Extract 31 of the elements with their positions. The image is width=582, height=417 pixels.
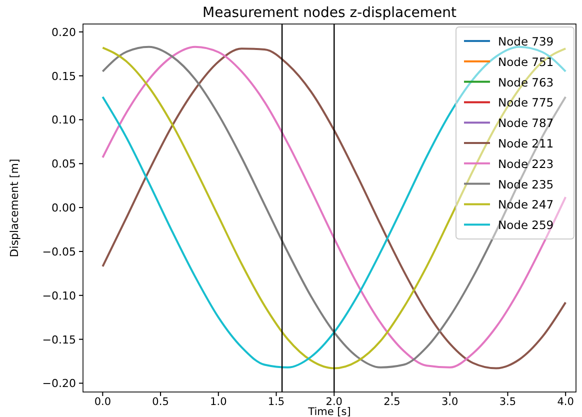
x-axis-title: Time [s] <box>307 406 351 417</box>
y-tick-label: −0.10 <box>42 289 76 302</box>
legend-label: Node 211 <box>498 136 554 150</box>
x-tick-label: 3.5 <box>499 396 516 408</box>
x-tick-label: 2.5 <box>384 396 400 408</box>
y-tick-label: 0.05 <box>52 158 76 171</box>
y-tick-label: 0.20 <box>52 26 76 39</box>
y-tick-label: 0.15 <box>52 70 76 83</box>
x-tick-label: 1.0 <box>210 396 227 408</box>
legend-label: Node 763 <box>498 75 554 90</box>
y-tick-label: −0.15 <box>42 333 76 346</box>
legend-label: Node 751 <box>498 54 554 69</box>
y-axis-title: Displacement [m] <box>8 158 21 258</box>
y-tick-label: 0.00 <box>52 202 76 215</box>
legend-label: Node 247 <box>498 198 554 212</box>
legend-label: Node 259 <box>498 218 554 232</box>
legend-label: Node 775 <box>498 96 554 110</box>
x-tick-label: 1.5 <box>268 396 285 408</box>
y-tick-label: 0.10 <box>52 114 76 127</box>
y-tick-label: −0.20 <box>42 377 76 390</box>
x-tick-label: 0.5 <box>152 396 169 408</box>
legend-label: Node 787 <box>498 116 554 130</box>
x-tick-label: 2.0 <box>326 396 342 408</box>
x-tick-label: 4.0 <box>557 396 574 408</box>
y-tick-label: −0.05 <box>42 245 76 258</box>
legend-label: Node 223 <box>498 156 554 171</box>
legend-label: Node 739 <box>498 34 554 48</box>
chart-title: Measurement nodes z-displacement <box>202 5 458 21</box>
x-tick-label: 3.0 <box>442 396 458 408</box>
legend-label: Node 235 <box>498 177 554 192</box>
x-tick-label: 0.0 <box>94 396 112 408</box>
